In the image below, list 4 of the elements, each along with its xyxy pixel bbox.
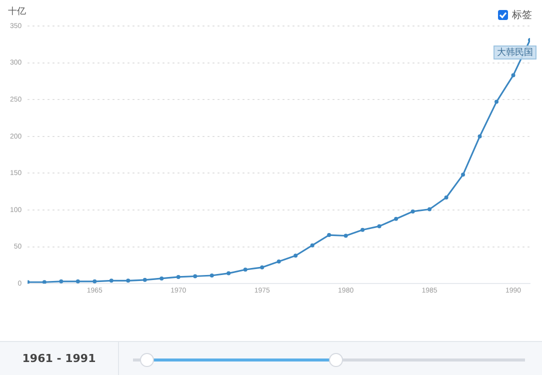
text: 标签 [512,8,532,22]
text: 1961 - 1991 [0,342,119,375]
y-axis-title: 十亿 [8,6,26,18]
series-label: 大韩民国 [497,46,533,58]
